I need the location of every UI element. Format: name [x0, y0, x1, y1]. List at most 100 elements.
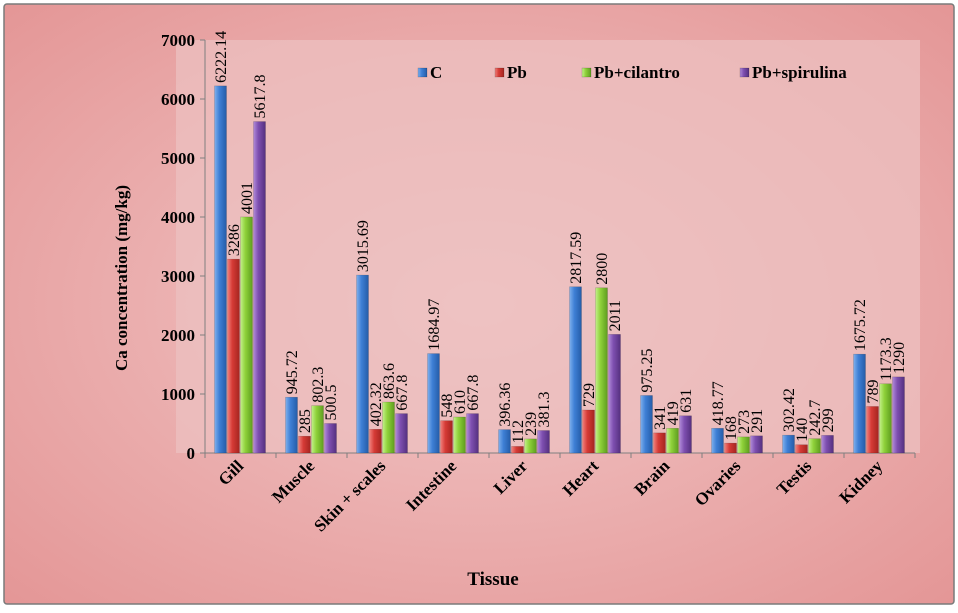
- bar-pb-spirulina: [679, 415, 692, 454]
- bar-pb-cilantro: [808, 438, 821, 454]
- bar-pb-spirulina: [608, 334, 621, 454]
- bar-c: [498, 429, 511, 454]
- bar-pb-spirulina: [750, 435, 763, 454]
- data-label: 3286: [226, 224, 243, 256]
- bar-pb-cilantro: [311, 405, 324, 454]
- bar-pb-cilantro: [879, 383, 892, 454]
- data-label: 729: [581, 383, 598, 407]
- y-axis: 0 1000 2000 3000 4000 5000 6000 7000: [161, 31, 206, 463]
- legend-swatch-pb: [494, 67, 505, 78]
- data-label: 239: [523, 412, 540, 436]
- legend-label: Pb+spirulina: [752, 63, 847, 82]
- legend-swatch-pb-cilantro: [581, 67, 592, 78]
- bar-pb-spirulina: [892, 376, 905, 454]
- bar-pb: [440, 420, 453, 454]
- data-label: 242.7: [807, 400, 824, 436]
- data-label: 299: [820, 408, 837, 432]
- legend-label: Pb+cilantro: [594, 63, 680, 82]
- bar-c: [427, 353, 440, 454]
- legend: C Pb Pb+cilantro Pb+spirulina: [417, 63, 847, 82]
- bar-pb-spirulina: [324, 423, 337, 454]
- data-label: 1173.3: [878, 337, 895, 380]
- data-label: 1675.72: [852, 299, 869, 351]
- bar-pb-cilantro: [666, 428, 679, 454]
- bar-pb: [866, 406, 879, 454]
- legend-swatch-c: [417, 67, 428, 78]
- data-label: 381.3: [536, 392, 553, 428]
- data-label: 1290: [891, 342, 908, 374]
- bar-c: [214, 85, 227, 454]
- data-label: 975.25: [639, 348, 656, 392]
- data-label: 291: [749, 409, 766, 433]
- data-label: 3015.69: [355, 220, 372, 272]
- data-label: 500.5: [323, 384, 340, 420]
- bar-pb: [511, 446, 524, 454]
- data-label: 418.77: [710, 381, 727, 425]
- bar-pb-cilantro: [595, 287, 608, 454]
- bar-c: [356, 274, 369, 454]
- data-label: 631: [678, 389, 695, 413]
- y-tick-label: 7000: [161, 31, 195, 50]
- legend-label: Pb: [507, 63, 527, 82]
- data-labels-group: 6222.14 945.72 3015.69 1684.97 396.36 2817.59…: [213, 31, 908, 443]
- data-label: 863.6: [381, 363, 398, 399]
- data-label: 945.72: [284, 350, 301, 394]
- data-label: 4001: [239, 182, 256, 214]
- bar-c: [569, 286, 582, 454]
- data-label: 285: [297, 409, 314, 433]
- data-label: 2800: [594, 253, 611, 285]
- bar-pb: [369, 429, 382, 454]
- data-label: 2011: [607, 300, 624, 331]
- data-label: 5617.8: [252, 75, 269, 119]
- y-tick-label: 6000: [161, 90, 195, 109]
- bar-pb: [724, 442, 737, 454]
- bar-c: [711, 428, 724, 454]
- legend-label: C: [430, 63, 442, 82]
- bar-pb-spirulina: [395, 413, 408, 454]
- data-label: 802.3: [310, 367, 327, 403]
- data-label: 168: [723, 416, 740, 440]
- data-label: 140: [794, 418, 811, 442]
- y-tick-label: 0: [187, 444, 196, 463]
- bar-pb-cilantro: [382, 401, 395, 454]
- bar-c: [782, 434, 795, 454]
- bar-pb-cilantro: [453, 416, 466, 454]
- data-label: 396.36: [497, 383, 514, 427]
- bar-pb-cilantro: [737, 436, 750, 454]
- bar-pb: [582, 409, 595, 454]
- data-label: 1684.97: [426, 299, 443, 351]
- bar-pb: [227, 258, 240, 454]
- data-label: 667.8: [465, 375, 482, 411]
- bars-group: [214, 85, 905, 454]
- bar-pb: [653, 432, 666, 454]
- data-label: 402.32: [368, 382, 385, 426]
- bar-c: [640, 395, 653, 454]
- y-axis-title: Ca concentration (mg/kg): [112, 185, 131, 371]
- bar-pb-spirulina: [466, 413, 479, 454]
- data-label: 112: [510, 420, 527, 443]
- data-label: 6222.14: [213, 31, 230, 83]
- y-tick-label: 3000: [161, 267, 195, 286]
- bar-pb-spirulina: [253, 121, 266, 454]
- bar-pb-cilantro: [240, 216, 253, 454]
- plot-area: [176, 40, 920, 453]
- data-label: 302.42: [781, 388, 798, 432]
- data-label: 419: [665, 401, 682, 425]
- bar-pb: [298, 435, 311, 454]
- bar-c: [853, 353, 866, 454]
- y-tick-label: 4000: [161, 208, 195, 227]
- legend-swatch-pb-spirulina: [739, 67, 750, 78]
- data-label: 548: [439, 394, 456, 418]
- y-tick-label: 2000: [161, 326, 195, 345]
- bar-pb: [795, 444, 808, 454]
- x-axis-title: Tissue: [467, 569, 518, 590]
- data-label: 2817.59: [568, 232, 585, 284]
- bar-pb-spirulina: [537, 430, 550, 454]
- data-label: 273: [736, 410, 753, 434]
- data-label: 667.8: [394, 375, 411, 411]
- data-label: 789: [865, 379, 882, 403]
- bar-c: [285, 396, 298, 454]
- bar-pb-cilantro: [524, 438, 537, 454]
